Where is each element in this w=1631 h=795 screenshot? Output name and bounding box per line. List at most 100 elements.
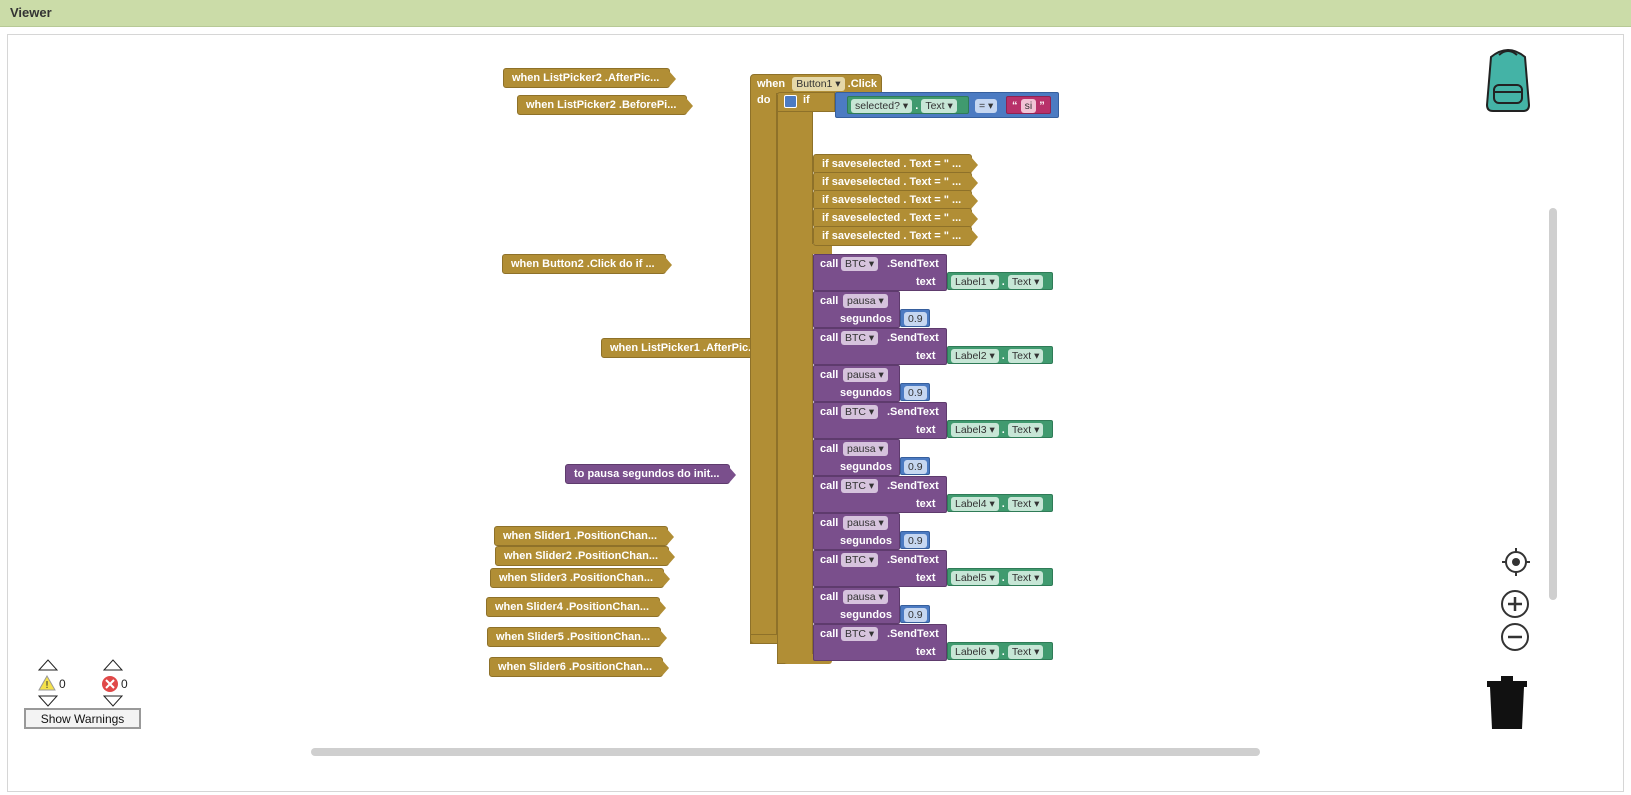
number-block[interactable]: 0.9 (900, 531, 930, 549)
condition-getter[interactable]: selected? ▾ . Text ▾ (847, 96, 969, 114)
call-pausa-block[interactable]: call pausa ▾ segundos (813, 291, 900, 328)
collapsed-block-slider3[interactable]: when Slider3 .PositionChan... (490, 568, 671, 588)
when-label: when (757, 78, 786, 90)
error-next-arrow-icon[interactable] (103, 695, 123, 707)
warning-prev-arrow-icon[interactable] (38, 659, 58, 671)
backpack-icon[interactable] (1473, 45, 1543, 115)
label-text-getter[interactable]: Label5 ▾ . Text ▾ (947, 568, 1053, 586)
label-dropdown[interactable]: Label5 ▾ (951, 571, 999, 585)
btc-dropdown[interactable]: BTC ▾ (841, 553, 879, 567)
string-value[interactable]: si (1020, 99, 1037, 113)
number-block[interactable]: 0.9 (900, 605, 930, 623)
call-pausa-block[interactable]: call pausa ▾ segundos (813, 587, 900, 624)
blocks-workspace[interactable]: when ListPicker2 .AfterPic... when ListP… (7, 34, 1624, 792)
collapsed-block-slider6[interactable]: when Slider6 .PositionChan... (489, 657, 670, 677)
btc-name: BTC (845, 406, 866, 418)
number-block[interactable]: 0.9 (900, 309, 930, 327)
number-value[interactable]: 0.9 (904, 608, 927, 622)
component-dropdown[interactable]: Button1 ▾ (792, 77, 845, 91)
pausa-name: pausa (847, 295, 876, 307)
number-value[interactable]: 0.9 (904, 534, 927, 548)
btc-dropdown[interactable]: BTC ▾ (841, 405, 879, 419)
event-block-button1-click[interactable]: when Button1 ▾ .Click do if then else se… (750, 74, 1060, 664)
pausa-dropdown[interactable]: pausa ▾ (843, 590, 888, 604)
collapsed-block-listpicker1-afterpicking[interactable]: when ListPicker1 .AfterPic... (601, 338, 775, 358)
collapsed-if-2[interactable]: if saveselected . Text = " ... (813, 172, 979, 192)
send-text-block[interactable]: call BTC ▾ .SendText text (813, 254, 947, 291)
label-text-getter[interactable]: Label2 ▾ . Text ▾ (947, 346, 1053, 364)
label-property-dropdown[interactable]: Text ▾ (1007, 349, 1044, 363)
property-dropdown[interactable]: Text ▾ (921, 99, 957, 113)
send-text-block[interactable]: call BTC ▾ .SendText text (813, 550, 947, 587)
collapsed-if-1[interactable]: if saveselected . Text = " ... (813, 154, 979, 174)
label-text-getter[interactable]: Label6 ▾ . Text ▾ (947, 642, 1053, 660)
string-block[interactable]: “ si ” (1006, 96, 1051, 114)
collapsed-if-4[interactable]: if saveselected . Text = " ... (813, 208, 979, 228)
pausa-dropdown[interactable]: pausa ▾ (843, 516, 888, 530)
label-property-dropdown[interactable]: Text ▾ (1007, 571, 1044, 585)
send-text-block[interactable]: call BTC ▾ .SendText text (813, 624, 947, 661)
label-property: Text (1011, 572, 1032, 584)
call-label: call (820, 591, 839, 603)
send-text-block[interactable]: call BTC ▾ .SendText text (813, 402, 947, 439)
collapsed-block-slider5[interactable]: when Slider5 .PositionChan... (487, 627, 668, 647)
number-value[interactable]: 0.9 (904, 460, 927, 474)
label-dropdown[interactable]: Label4 ▾ (951, 497, 999, 511)
label-property-dropdown[interactable]: Text ▾ (1007, 275, 1044, 289)
collapsed-block-slider4[interactable]: when Slider4 .PositionChan... (486, 597, 667, 617)
collapsed-if-5[interactable]: if saveselected . Text = " ... (813, 226, 979, 246)
collapsed-block-slider1[interactable]: when Slider1 .PositionChan... (494, 526, 675, 546)
label-text-getter[interactable]: Label4 ▾ . Text ▾ (947, 494, 1053, 512)
pausa-dropdown[interactable]: pausa ▾ (843, 442, 888, 456)
getter-dot: . (915, 100, 919, 112)
btc-dropdown[interactable]: BTC ▾ (841, 627, 879, 641)
call-pausa-block[interactable]: call pausa ▾ segundos (813, 365, 900, 402)
event-spine (750, 93, 777, 644)
btc-dropdown[interactable]: BTC ▾ (841, 331, 879, 345)
pausa-name: pausa (847, 517, 876, 529)
label-text-getter[interactable]: Label1 ▾ . Text ▾ (947, 272, 1053, 290)
btc-dropdown[interactable]: BTC ▾ (841, 479, 879, 493)
operator-dropdown[interactable]: = ▾ (975, 99, 998, 113)
collapsed-if-3[interactable]: if saveselected . Text = " ... (813, 190, 979, 210)
label-property-dropdown[interactable]: Text ▾ (1007, 645, 1044, 659)
label-dropdown[interactable]: Label6 ▾ (951, 645, 999, 659)
call-label: call (820, 369, 839, 381)
number-block[interactable]: 0.9 (900, 383, 930, 401)
call-label: call (820, 480, 839, 492)
label-dropdown[interactable]: Label1 ▾ (951, 275, 999, 289)
pausa-dropdown[interactable]: pausa ▾ (843, 294, 888, 308)
label-dropdown[interactable]: Label3 ▾ (951, 423, 999, 437)
collapsed-block-listpicker2-afterpicking[interactable]: when ListPicker2 .AfterPic... (503, 68, 677, 88)
label-dropdown[interactable]: Label2 ▾ (951, 349, 999, 363)
collapsed-block-slider2[interactable]: when Slider2 .PositionChan... (495, 546, 676, 566)
number-block[interactable]: 0.9 (900, 457, 930, 475)
show-warnings-button[interactable]: Show Warnings (24, 708, 141, 729)
send-text-block[interactable]: call BTC ▾ .SendText text (813, 328, 947, 365)
vertical-scrollbar[interactable] (1549, 208, 1557, 600)
error-prev-arrow-icon[interactable] (103, 659, 123, 671)
call-pausa-block[interactable]: call pausa ▾ segundos (813, 513, 900, 550)
collapsed-block-listpicker2-beforepicking[interactable]: when ListPicker2 .BeforePi... (517, 95, 694, 115)
pausa-dropdown[interactable]: pausa ▾ (843, 368, 888, 382)
call-pausa-block[interactable]: call pausa ▾ segundos (813, 439, 900, 476)
zoom-in-icon[interactable] (1499, 588, 1531, 620)
number-value[interactable]: 0.9 (904, 386, 927, 400)
btc-dropdown[interactable]: BTC ▾ (841, 257, 879, 271)
label-property-dropdown[interactable]: Text ▾ (1007, 423, 1044, 437)
zoom-out-icon[interactable] (1499, 621, 1531, 653)
label-text-getter[interactable]: Label3 ▾ . Text ▾ (947, 420, 1053, 438)
horizontal-scrollbar[interactable] (311, 748, 1260, 756)
collapsed-block-button2-click[interactable]: when Button2 .Click do if ... (502, 254, 672, 274)
warning-next-arrow-icon[interactable] (38, 695, 58, 707)
do-label: do (757, 94, 771, 106)
selected-dropdown[interactable]: selected? ▾ (851, 99, 913, 113)
send-text-block[interactable]: call BTC ▾ .SendText text (813, 476, 947, 513)
recenter-icon[interactable] (1501, 547, 1531, 577)
collapsed-block-pausa-procedure[interactable]: to pausa segundos do init... (565, 464, 737, 484)
text-arg-label: text (916, 276, 936, 288)
label-property-dropdown[interactable]: Text ▾ (1007, 497, 1044, 511)
number-value[interactable]: 0.9 (904, 312, 927, 326)
trash-icon[interactable] (1485, 675, 1529, 731)
gear-icon[interactable] (784, 95, 797, 108)
